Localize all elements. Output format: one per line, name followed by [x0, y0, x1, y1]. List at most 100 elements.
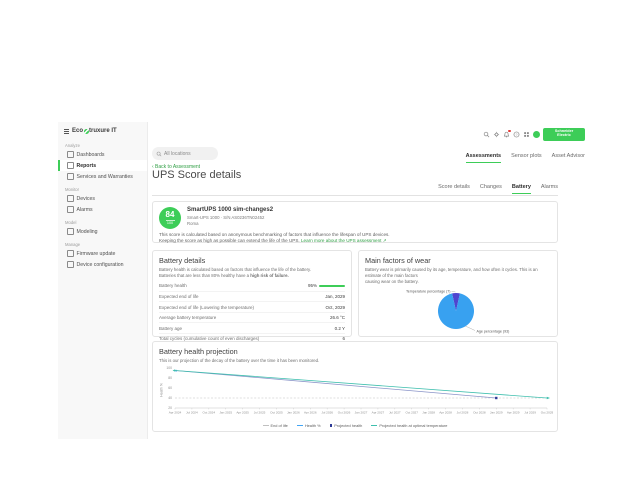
sidebar-item-device-configuration[interactable]: Device configuration	[58, 259, 147, 270]
brand-name: Eco truxure IT	[72, 128, 117, 134]
sidebar-item-reports[interactable]: Reports	[58, 160, 147, 171]
svg-text:Oct 2027: Oct 2027	[405, 411, 418, 415]
svg-text:Jul 2026: Jul 2026	[321, 411, 333, 415]
tab-assessments[interactable]: Assessments	[465, 153, 502, 163]
device-info: SmartUPS 1000 sim-changes2 Smart-UPS 100…	[187, 207, 273, 229]
svg-text:Oct 2029: Oct 2029	[541, 411, 553, 415]
learn-more-link[interactable]: Learn more about the UPS assessment ↗	[301, 238, 387, 244]
legend-end-of-life: End of life	[262, 423, 288, 428]
device-location: Roma	[187, 221, 199, 226]
arrow-marker	[546, 396, 550, 400]
tab-sensor-plots[interactable]: Sensor plots	[511, 153, 542, 159]
subtab-battery[interactable]: Battery	[511, 184, 531, 194]
score-value: 84	[165, 210, 175, 220]
device-name: SmartUPS 1000 sim-changes2	[187, 207, 274, 213]
primary-tabs: Assessments Sensor plots Asset Advisor	[465, 153, 585, 163]
pie-label-age: Age percentage (93)	[477, 329, 510, 333]
svg-text:Oct 2028: Oct 2028	[473, 411, 486, 415]
score-max: 100	[166, 220, 174, 225]
battery-row-expected-end-of-life-lowering-the-temperature: Expected end of life (Lowering the tempe…	[159, 301, 345, 312]
sidebar-item-label: Modeling	[76, 228, 98, 235]
battery-details-rows: Battery health 95% Expected end of life Jan…	[159, 281, 345, 344]
help-icon[interactable]: ?	[513, 131, 520, 138]
sidebar-section-label: Model	[65, 220, 77, 225]
search-icon[interactable]	[483, 131, 490, 138]
sidebar-item-firmware-update[interactable]: Firmware update	[58, 248, 147, 259]
svg-text:Jul 2029: Jul 2029	[524, 411, 536, 415]
score-description-line1: This score is calculated based on anonym…	[159, 232, 390, 237]
svg-text:100: 100	[166, 366, 172, 370]
svg-text:Jan 2026: Jan 2026	[287, 411, 300, 415]
svg-text:Jul 2024: Jul 2024	[186, 411, 198, 415]
row-label: Battery health	[159, 283, 187, 289]
sidebar-item-label: Device configuration	[76, 261, 124, 268]
battery-details-description: Battery health is calculated based on fa…	[159, 267, 312, 279]
svg-text:Jul 2025: Jul 2025	[254, 411, 266, 415]
menu-icon[interactable]	[64, 128, 69, 134]
back-link[interactable]: ‹ Back to Assessment	[152, 164, 201, 170]
secondary-tabs: Score details Changes Battery Alarms	[152, 184, 558, 196]
settings-icon[interactable]	[493, 131, 500, 138]
battery-details-title: Battery details	[159, 256, 206, 265]
svg-text:Jul 2028: Jul 2028	[457, 411, 469, 415]
dashboards-icon	[67, 151, 74, 158]
subtab-score-details[interactable]: Score details	[438, 184, 470, 190]
search-placeholder: All locations	[164, 150, 191, 157]
external-link-icon: ↗	[382, 238, 387, 244]
tab-asset-advisor[interactable]: Asset Advisor	[551, 153, 585, 159]
svg-text:Oct 2026: Oct 2026	[338, 411, 351, 415]
device-configuration-icon	[67, 261, 74, 268]
sidebar-item-modeling[interactable]: Modeling	[58, 226, 147, 237]
row-label: Average battery temperature	[159, 315, 217, 321]
wear-card: Main factors of wear Battery wear is pri…	[358, 250, 558, 337]
legend-swatch	[371, 425, 378, 427]
projection-card: Battery health projection This is our pr…	[152, 341, 558, 432]
svg-text:Jan 2025: Jan 2025	[219, 411, 232, 415]
row-label: Total cycles (cumulative count of even d…	[159, 336, 260, 342]
sidebar-item-devices[interactable]: Devices	[58, 193, 147, 204]
projection-chart: 100 80 60 40 20 Health % Apr 2024 Jul 2024 Oct 2…	[160, 366, 554, 415]
device-meta: Smart-UPS 1000 · S/N AS0236TN02452	[187, 214, 265, 220]
projection-description: This is our projection of the decay of t…	[159, 358, 320, 363]
search-icon	[156, 151, 162, 156]
notifications-icon[interactable]	[503, 129, 511, 138]
sidebar-item-dashboards[interactable]: Dashboards	[58, 149, 147, 160]
sidebar-item-label: Devices	[76, 195, 95, 202]
sidebar-nav: Analyze Dashboards Reports Services and War…	[58, 143, 147, 270]
row-label: Expected end of life (Lowering the tempe…	[159, 304, 255, 310]
avatar[interactable]	[533, 130, 540, 138]
subtab-changes[interactable]: Changes	[479, 184, 502, 190]
sidebar-section-label: Manage	[65, 242, 81, 247]
apps-icon[interactable]	[523, 131, 530, 138]
svg-text:Apr 2028: Apr 2028	[439, 411, 452, 415]
alarms-icon	[67, 206, 74, 213]
modeling-icon	[67, 228, 74, 235]
legend-health: Health %	[296, 423, 321, 428]
row-value: 6	[342, 336, 345, 342]
svg-text:20: 20	[168, 406, 172, 410]
subtab-alarms[interactable]: Alarms	[540, 184, 558, 190]
chart-legend: End of life Health % Projected health Proje…	[159, 423, 551, 428]
svg-text:Jan 2029: Jan 2029	[490, 411, 503, 415]
svg-text:Oct 2024: Oct 2024	[203, 411, 216, 415]
ecostruxure-logo-icon	[83, 128, 89, 134]
reports-icon	[67, 162, 74, 169]
sidebar-item-services-and-warranties[interactable]: Services and Warranties	[58, 171, 147, 182]
notification-badge	[508, 129, 511, 133]
firmware-update-icon	[67, 250, 74, 257]
row-value: 26.6 °C	[329, 315, 345, 321]
sidebar-item-label: Firmware update	[76, 250, 116, 257]
sidebar-item-alarms[interactable]: Alarms	[58, 204, 147, 215]
row-value: Oct, 2029	[325, 304, 345, 310]
schneider-electric-logo[interactable]: Schneider Electric	[543, 127, 585, 141]
series-projected-health	[174, 370, 497, 399]
location-search-input[interactable]: All locations	[152, 147, 218, 160]
row-value: Jan, 2029	[325, 293, 345, 299]
svg-text:80: 80	[168, 376, 172, 380]
wear-title: Main factors of wear	[365, 256, 431, 265]
battery-row-battery-health: Battery health 95%	[159, 281, 345, 291]
series-projected-health-at-optimal-temperature	[174, 370, 548, 399]
sidebar-item-label: Alarms	[76, 206, 93, 213]
svg-text:Apr 2024: Apr 2024	[169, 411, 182, 415]
page-title: UPS Score details	[152, 169, 242, 181]
